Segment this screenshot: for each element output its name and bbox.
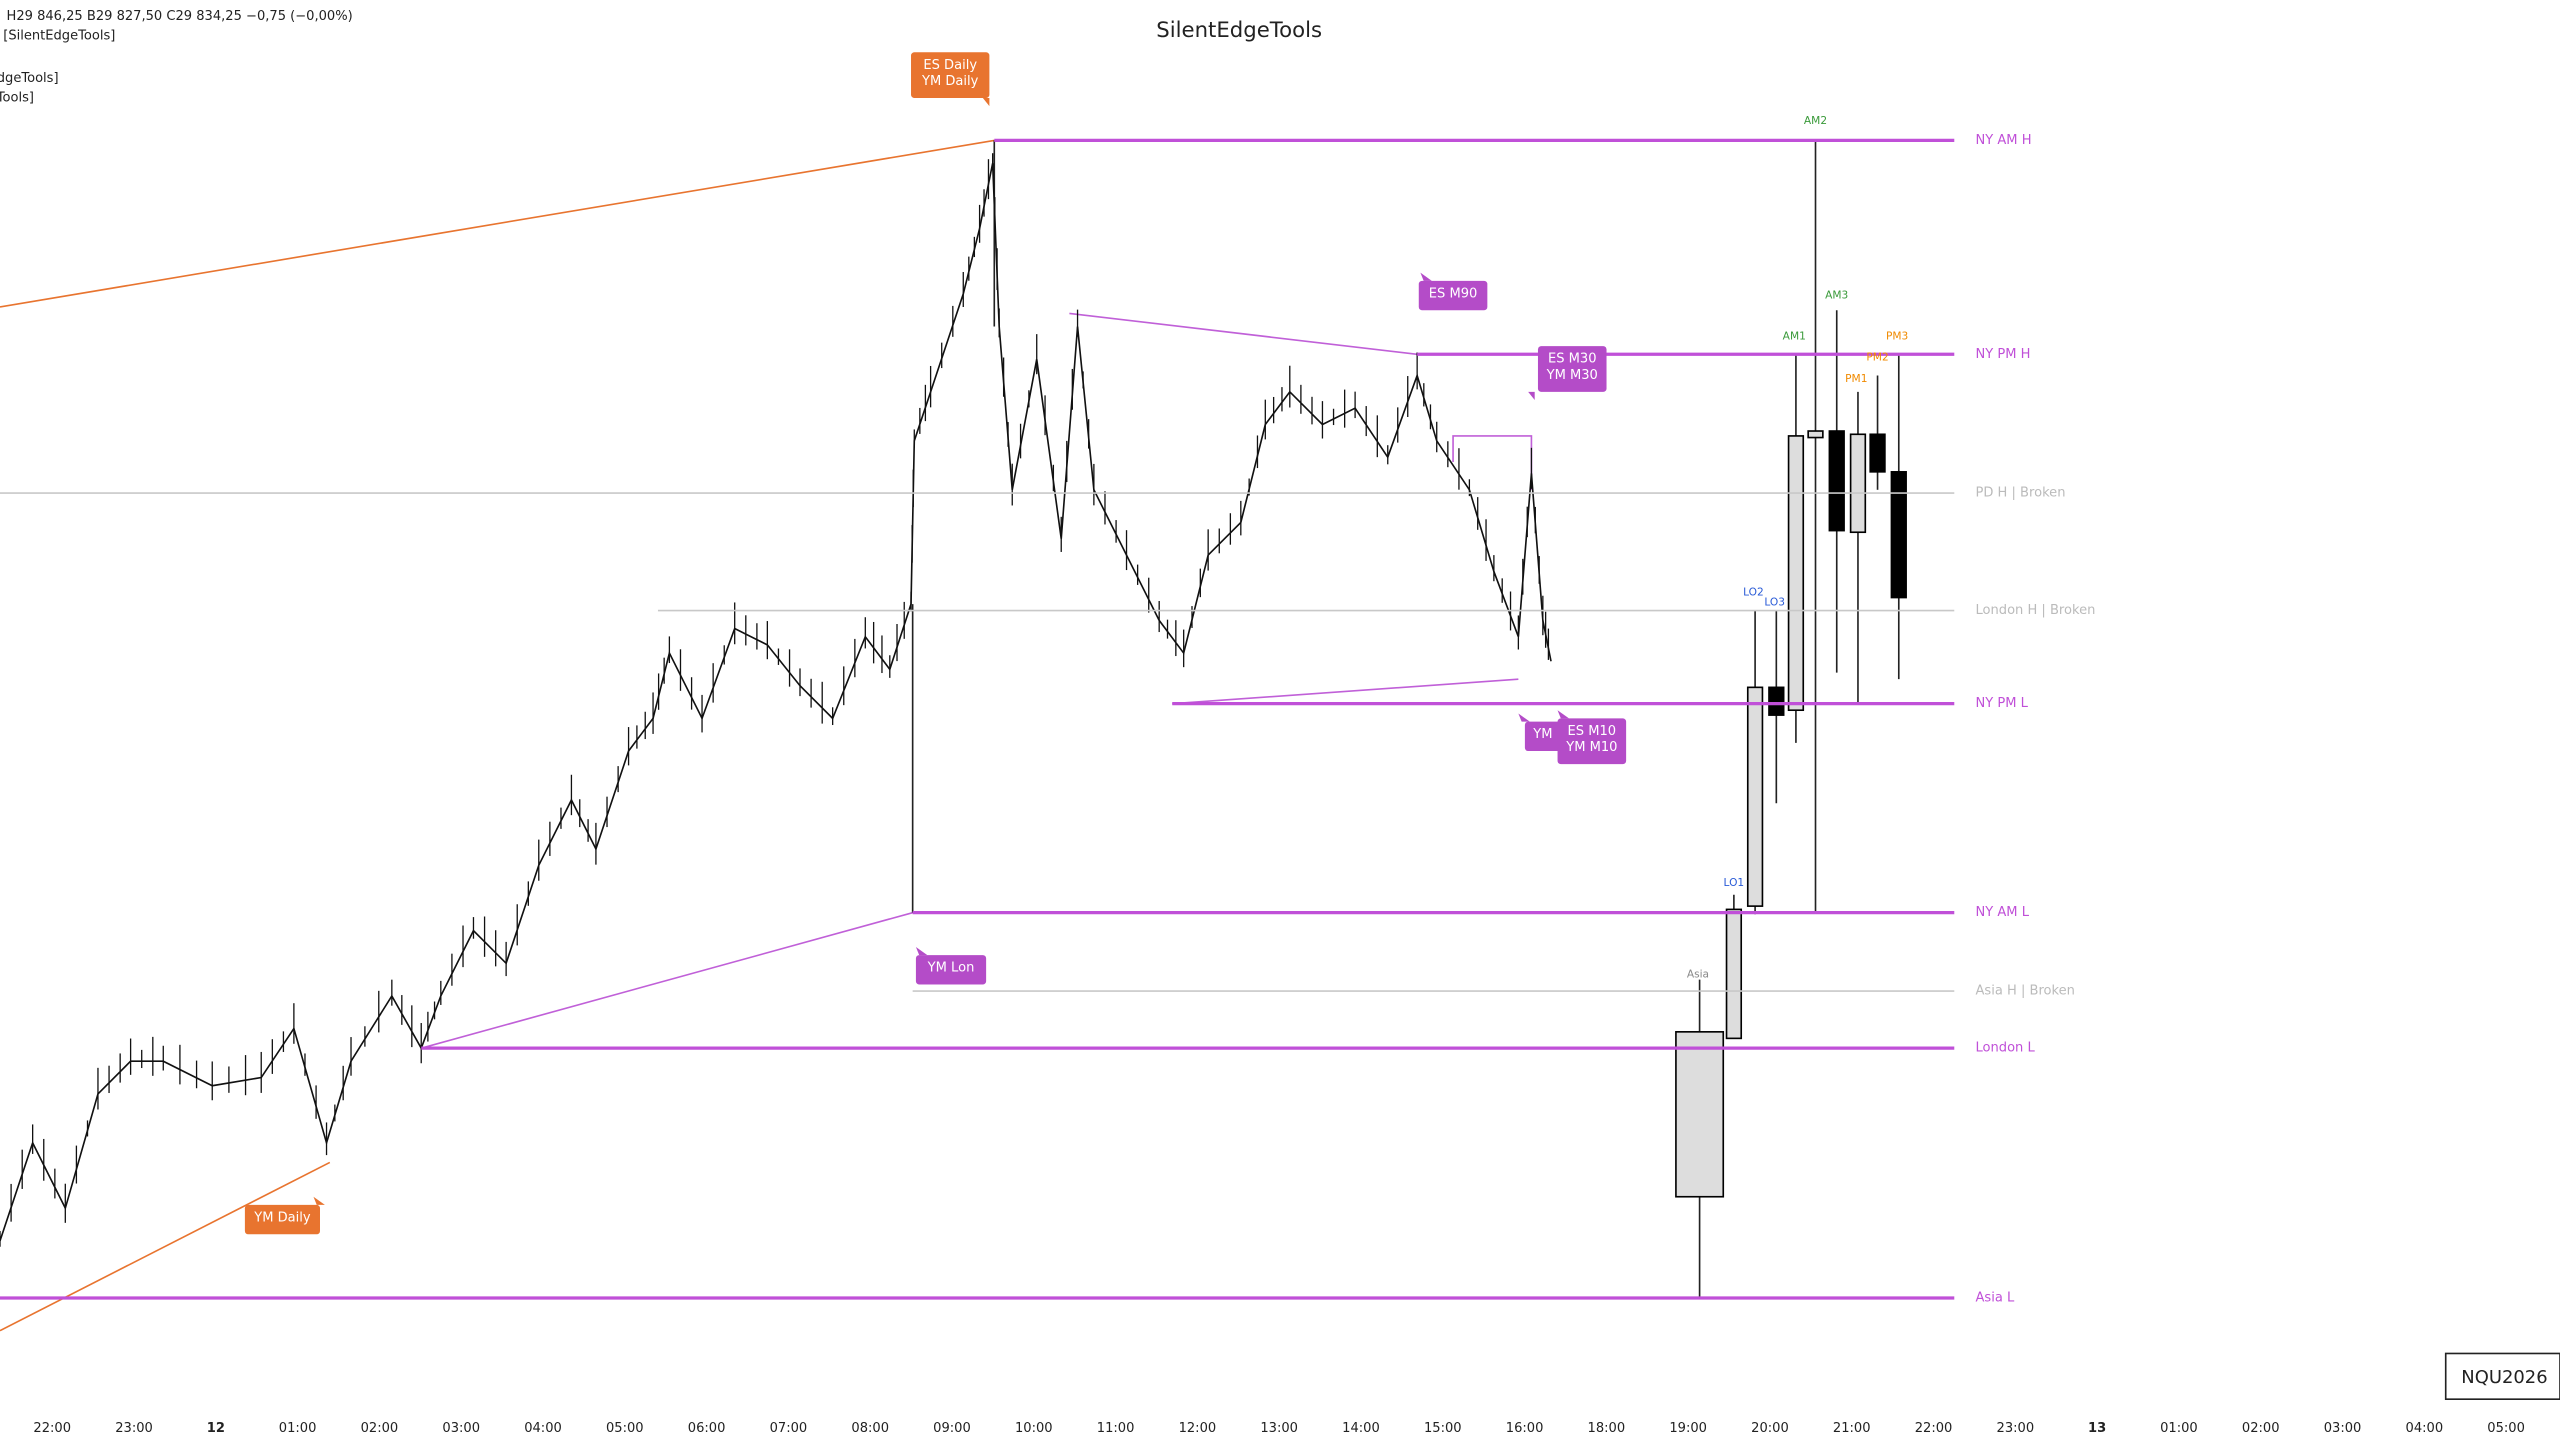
orange-trendline [0, 139, 995, 308]
tag-box [915, 955, 987, 985]
level-label: London H | Broken [1976, 603, 2096, 618]
time-label: 04:00 [524, 1421, 562, 1436]
time-label: 11:00 [1097, 1421, 1135, 1436]
tag-pointer [1518, 713, 1530, 722]
time-label: 20:00 [1751, 1421, 1789, 1436]
tag-text: YM Daily [921, 74, 979, 89]
time-label: 23:00 [1997, 1421, 2035, 1436]
tag-pointer [915, 946, 928, 956]
time-label: 15:00 [1424, 1421, 1462, 1436]
time-label: 12:00 [1179, 1421, 1217, 1436]
indicator-name: dgeTools] [0, 71, 59, 86]
tag-pointer [1528, 391, 1535, 400]
time-label: 16:00 [1506, 1421, 1544, 1436]
time-label: 22:00 [33, 1421, 71, 1436]
tag-text: ES M90 [1429, 286, 1478, 301]
tag-pointer [313, 1196, 325, 1205]
time-label: 01:00 [279, 1421, 317, 1436]
level-label: NY PM H [1976, 347, 2031, 362]
time-label: 13 [2088, 1421, 2106, 1436]
tag-text: YM [1532, 727, 1552, 742]
purple-trendline [1172, 678, 1519, 705]
purple-trendline [421, 911, 913, 1049]
time-label: 22:00 [1915, 1421, 1953, 1436]
time-label: 02:00 [361, 1421, 399, 1436]
symbol-ohlc: H29 846,25 B29 827,50 C29 834,25 −0,75 (… [7, 9, 353, 24]
time-label: 19:00 [1669, 1421, 1707, 1436]
tag-text: YM M30 [1546, 368, 1598, 383]
level-label: NY PM L [1976, 696, 2029, 711]
tag-text: YM Lon [927, 961, 975, 976]
candle-body [1768, 686, 1785, 716]
time-label: 12 [207, 1421, 225, 1436]
candle-body [1675, 1031, 1725, 1198]
symbol-box [2444, 1352, 2560, 1400]
time-label: 01:00 [2160, 1421, 2198, 1436]
purple-trendline [1069, 312, 1418, 356]
time-label: 23:00 [115, 1421, 153, 1436]
time-label: 14:00 [1342, 1421, 1380, 1436]
tag-box [244, 1204, 320, 1235]
time-label: 03:00 [2324, 1421, 2362, 1436]
tag-box [911, 52, 990, 98]
tag-pointer [1420, 272, 1432, 281]
candle-body [1807, 430, 1824, 439]
session-label: Asia [1687, 968, 1709, 981]
tag-pointer [1557, 710, 1569, 719]
session-label: LO2 [1743, 586, 1764, 599]
symbol-label: NQU2026 [2461, 1367, 2547, 1388]
time-label: 04:00 [2406, 1421, 2444, 1436]
level-label: Asia L [1976, 1290, 2015, 1305]
indicator-name: Tools] [0, 90, 34, 105]
level-label: London L [1976, 1041, 2036, 1056]
tag-text: ES M10 [1568, 724, 1617, 739]
tag-pointer [982, 97, 990, 107]
tag-text: YM Daily [253, 1210, 311, 1225]
indicator-name: [SilentEdgeTools] [3, 28, 115, 43]
candle-body [1890, 471, 1907, 599]
session-label: PM2 [1866, 351, 1888, 364]
session-label: AM1 [1783, 329, 1806, 342]
time-label: 10:00 [1015, 1421, 1053, 1436]
time-label: 02:00 [2242, 1421, 2280, 1436]
tag-box [1418, 280, 1488, 311]
tag-text: ES Daily [923, 58, 977, 73]
level-label: NY AM H [1976, 133, 2032, 148]
candle-body [1787, 435, 1805, 712]
time-label: 09:00 [933, 1421, 971, 1436]
time-label: 18:00 [1588, 1421, 1626, 1436]
session-label: PM1 [1845, 372, 1867, 385]
candle-body [1725, 908, 1743, 1040]
tag-text: YM M10 [1565, 740, 1617, 755]
time-label: 06:00 [688, 1421, 726, 1436]
candle-body [1746, 686, 1764, 907]
time-label: 03:00 [442, 1421, 480, 1436]
candle-body [1828, 430, 1845, 532]
time-label: 08:00 [851, 1421, 889, 1436]
level-label: NY AM L [1976, 905, 2030, 920]
tag-box [1524, 721, 1561, 752]
candle-body [1849, 433, 1867, 534]
time-label: 05:00 [606, 1421, 644, 1436]
level-label: PD H | Broken [1976, 486, 2066, 501]
session-label: LO3 [1764, 595, 1785, 608]
level-label: Asia H | Broken [1976, 984, 2075, 999]
tag-text: ES M30 [1548, 352, 1597, 367]
time-label: 13:00 [1260, 1421, 1298, 1436]
session-label: AM2 [1804, 114, 1827, 127]
session-label: AM3 [1825, 289, 1848, 302]
session-candles [1675, 140, 1907, 1298]
tag-box [1557, 718, 1627, 765]
session-label: LO1 [1724, 876, 1745, 889]
candle-body [1869, 433, 1886, 473]
orange-trendline [0, 1161, 331, 1332]
time-label: 21:00 [1833, 1421, 1871, 1436]
session-label: PM3 [1886, 329, 1908, 342]
tag-box [1537, 346, 1607, 392]
chart-title: SilentEdgeTools [1156, 18, 1322, 43]
time-label: 05:00 [2487, 1421, 2525, 1436]
time-label: 07:00 [770, 1421, 808, 1436]
